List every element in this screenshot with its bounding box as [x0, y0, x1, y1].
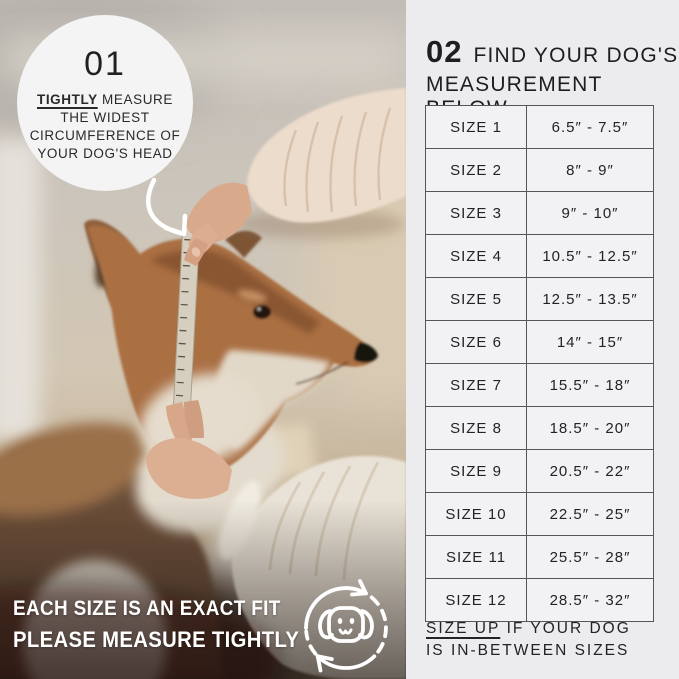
size-up-note: SIZE UP IF YOUR DOG IS IN-BETWEEN SIZES	[426, 618, 631, 662]
size-label: SIZE 4	[426, 235, 526, 277]
step1-badge: 01 TIGHTLY MEASURE THE WIDEST CIRCUMFERE…	[17, 15, 193, 191]
size-label: SIZE 7	[426, 364, 526, 406]
size-range: 14″ - 15″	[526, 321, 653, 363]
size-label: SIZE 9	[426, 450, 526, 492]
size-range: 10.5″ - 12.5″	[526, 235, 653, 277]
measure-caption: EACH SIZE IS AN EXACT FIT PLEASE MEASURE…	[13, 594, 299, 656]
size-up-rest: IF YOUR DOG	[500, 620, 631, 637]
caption-line1: EACH SIZE IS AN EXACT FIT	[13, 597, 281, 620]
size-label: SIZE 3	[426, 192, 526, 234]
size-label: SIZE 1	[426, 106, 526, 148]
size-label: SIZE 10	[426, 493, 526, 535]
table-row: SIZE 3 9″ - 10″	[426, 191, 653, 234]
caption-line2: PLEASE MEASURE TIGHTLY	[13, 627, 300, 652]
size-table: SIZE 1 6.5″ - 7.5″ SIZE 2 8″ - 9″ SIZE 3…	[425, 105, 654, 622]
table-row: SIZE 8 18.5″ - 20″	[426, 406, 653, 449]
table-row: SIZE 4 10.5″ - 12.5″	[426, 234, 653, 277]
step1-line1-rest: MEASURE	[97, 92, 173, 107]
size-range: 18.5″ - 20″	[526, 407, 653, 449]
size-range: 20.5″ - 22″	[526, 450, 653, 492]
table-row: SIZE 1 6.5″ - 7.5″	[426, 106, 653, 148]
size-range: 22.5″ - 25″	[526, 493, 653, 535]
size-range: 9″ - 10″	[526, 192, 653, 234]
size-label: SIZE 8	[426, 407, 526, 449]
step1-number: 01	[84, 45, 126, 83]
dog-rotate-icon	[304, 579, 388, 673]
size-range: 12.5″ - 13.5″	[526, 278, 653, 320]
table-row: SIZE 9 20.5″ - 22″	[426, 449, 653, 492]
size-guide-panel: 02 FIND YOUR DOG'S MEASUREMENT BELOW SIZ…	[406, 0, 679, 679]
step1-line3: CIRCUMFERENCE OF	[29, 128, 181, 143]
size-range: 25.5″ - 28″	[526, 536, 653, 578]
size-label: SIZE 12	[426, 579, 526, 621]
step1-line2: THE WIDEST	[60, 110, 150, 125]
size-range: 6.5″ - 7.5″	[526, 106, 653, 148]
step1-emphasis: TIGHTLY	[36, 92, 98, 107]
size-label: SIZE 2	[426, 149, 526, 191]
table-row: SIZE 6 14″ - 15″	[426, 320, 653, 363]
size-range: 8″ - 9″	[526, 149, 653, 191]
size-range: 15.5″ - 18″	[526, 364, 653, 406]
size-label: SIZE 11	[426, 536, 526, 578]
step2-title-line1: FIND YOUR DOG'S	[473, 44, 679, 67]
step2-number: 02	[426, 34, 463, 69]
step1-instruction: TIGHTLY MEASURE THE WIDEST CIRCUMFERENCE…	[30, 91, 181, 163]
table-row: SIZE 11 25.5″ - 28″	[426, 535, 653, 578]
table-row: SIZE 10 22.5″ - 25″	[426, 492, 653, 535]
table-row: SIZE 12 28.5″ - 32″	[426, 578, 653, 621]
table-row: SIZE 5 12.5″ - 13.5″	[426, 277, 653, 320]
size-label: SIZE 6	[426, 321, 526, 363]
size-up-emphasis: SIZE UP	[426, 620, 501, 637]
size-range: 28.5″ - 32″	[526, 579, 653, 621]
table-row: SIZE 7 15.5″ - 18″	[426, 363, 653, 406]
size-label: SIZE 5	[426, 278, 526, 320]
size-up-line2: IS IN-BETWEEN SIZES	[426, 642, 630, 659]
step1-line4: YOUR DOG'S HEAD	[37, 146, 173, 161]
curved-arrow-icon	[146, 177, 188, 237]
table-row: SIZE 2 8″ - 9″	[426, 148, 653, 191]
